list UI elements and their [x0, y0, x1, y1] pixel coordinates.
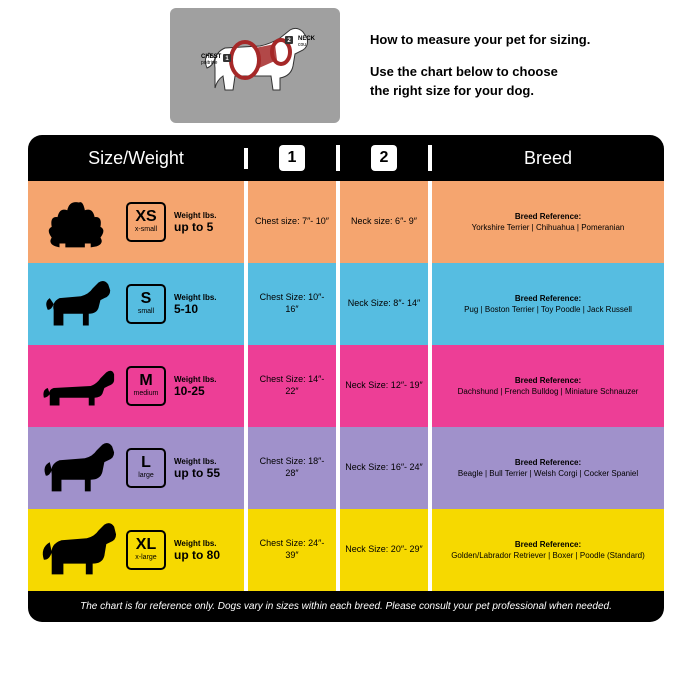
weight-value: up to 55 [174, 466, 238, 480]
size-code: S [141, 291, 152, 307]
cell-chest: Chest Size: 18″- 28″ [248, 427, 340, 509]
dog-silhouette-icon [40, 520, 118, 580]
weight-label: Weight lbs. [174, 211, 238, 220]
cell-neck: Neck size: 6″- 9″ [340, 181, 432, 263]
cell-size-weight: Ssmall Weight lbs.5-10 [28, 263, 248, 345]
header-chest: 1 [248, 145, 340, 171]
breed-ref-list: Pug | Boston Terrier | Toy Poodle | Jack… [464, 304, 632, 315]
cell-breed: Breed Reference:Beagle | Bull Terrier | … [432, 427, 664, 509]
cell-breed: Breed Reference:Golden/Labrador Retrieve… [432, 509, 664, 591]
dog-outline-icon: 2 NECK cou 1 CHEST poitrine [185, 18, 325, 113]
cell-size-weight: Llarge Weight lbs.up to 55 [28, 427, 248, 509]
instruction-line-1: How to measure your pet for sizing. [370, 30, 590, 50]
weight-block: Weight lbs.10-25 [174, 375, 238, 398]
weight-block: Weight lbs.up to 55 [174, 457, 238, 480]
size-badge: Llarge [126, 448, 166, 488]
weight-label: Weight lbs. [174, 375, 238, 384]
size-badge: Ssmall [126, 284, 166, 324]
footer-disclaimer: The chart is for reference only. Dogs va… [28, 591, 664, 622]
weight-block: Weight lbs.up to 80 [174, 539, 238, 562]
size-code: L [141, 455, 151, 471]
weight-value: 10-25 [174, 384, 238, 398]
table-row: Ssmall Weight lbs.5-10 Chest Size: 10″- 16… [28, 263, 664, 345]
instruction-line-3: the right size for your dog. [370, 83, 534, 98]
weight-block: Weight lbs.up to 5 [174, 211, 238, 234]
cell-neck: Neck Size: 16″- 24″ [340, 427, 432, 509]
table-row: XLx-large Weight lbs.up to 80 Chest Size: … [28, 509, 664, 591]
breed-ref-list: Yorkshire Terrier | Chihuahua | Pomerani… [472, 222, 625, 233]
size-badge: XSx-small [126, 202, 166, 242]
cell-size-weight: XLx-large Weight lbs.up to 80 [28, 509, 248, 591]
cell-breed: Breed Reference:Pug | Boston Terrier | T… [432, 263, 664, 345]
header-neck: 2 [340, 145, 432, 171]
dog-silhouette-icon [40, 438, 118, 498]
size-badge: XLx-large [126, 530, 166, 570]
weight-label: Weight lbs. [174, 457, 238, 466]
table-row: Mmedium Weight lbs.10-25 Chest Size: 14″- … [28, 345, 664, 427]
size-code: XS [135, 209, 156, 225]
cell-chest: Chest size: 7″- 10″ [248, 181, 340, 263]
cell-chest: Chest Size: 24″- 39″ [248, 509, 340, 591]
weight-block: Weight lbs.5-10 [174, 293, 238, 316]
size-badge: Mmedium [126, 366, 166, 406]
measurement-diagram: 2 NECK cou 1 CHEST poitrine [170, 8, 340, 123]
weight-label: Weight lbs. [174, 293, 238, 302]
svg-text:cou: cou [298, 42, 306, 48]
size-label: small [138, 308, 154, 316]
breed-ref-title: Breed Reference: [515, 375, 581, 386]
dog-silhouette-icon [40, 192, 118, 252]
dog-silhouette-icon [40, 356, 118, 416]
size-label: x-large [135, 554, 156, 562]
cell-size-weight: Mmedium Weight lbs.10-25 [28, 345, 248, 427]
header-size-weight: Size/Weight [28, 148, 248, 169]
size-label: large [138, 472, 154, 480]
cell-breed: Breed Reference:Yorkshire Terrier | Chih… [432, 181, 664, 263]
breed-ref-title: Breed Reference: [515, 457, 581, 468]
dog-silhouette-icon [40, 274, 118, 334]
cell-chest: Chest Size: 10″- 16″ [248, 263, 340, 345]
top-section: 2 NECK cou 1 CHEST poitrine How to measu… [0, 0, 692, 135]
cell-neck: Neck Size: 8″- 14″ [340, 263, 432, 345]
cell-breed: Breed Reference:Dachshund | French Bulld… [432, 345, 664, 427]
breed-ref-list: Dachshund | French Bulldog | Miniature S… [458, 386, 639, 397]
instruction-text: How to measure your pet for sizing. Use … [370, 8, 590, 113]
table-header-row: Size/Weight 1 2 Breed [28, 135, 664, 181]
table-row: XSx-small Weight lbs.up to 5 Chest size: 7… [28, 181, 664, 263]
weight-value: up to 5 [174, 220, 238, 234]
instruction-line-2: Use the chart below to choose [370, 64, 558, 79]
table-row: Llarge Weight lbs.up to 55 Chest Size: 18″… [28, 427, 664, 509]
cell-neck: Neck Size: 20″- 29″ [340, 509, 432, 591]
size-chart-table: Size/Weight 1 2 Breed XSx-small Weight lb… [28, 135, 664, 622]
svg-text:poitrine: poitrine [201, 60, 218, 66]
badge-2-icon: 2 [371, 145, 397, 171]
cell-size-weight: XSx-small Weight lbs.up to 5 [28, 181, 248, 263]
cell-chest: Chest Size: 14″- 22″ [248, 345, 340, 427]
size-code: M [139, 373, 152, 389]
size-label: x-small [135, 226, 157, 234]
header-breed: Breed [432, 148, 664, 169]
cell-neck: Neck Size: 12″- 19″ [340, 345, 432, 427]
weight-label: Weight lbs. [174, 539, 238, 548]
weight-value: 5-10 [174, 302, 238, 316]
breed-ref-list: Beagle | Bull Terrier | Welsh Corgi | Co… [458, 468, 638, 479]
breed-ref-title: Breed Reference: [515, 539, 581, 550]
breed-ref-title: Breed Reference: [515, 293, 581, 304]
weight-value: up to 80 [174, 548, 238, 562]
breed-ref-title: Breed Reference: [515, 211, 581, 222]
breed-ref-list: Golden/Labrador Retriever | Boxer | Pood… [451, 550, 645, 561]
badge-1-icon: 1 [279, 145, 305, 171]
size-code: XL [136, 537, 156, 553]
size-label: medium [134, 390, 159, 398]
